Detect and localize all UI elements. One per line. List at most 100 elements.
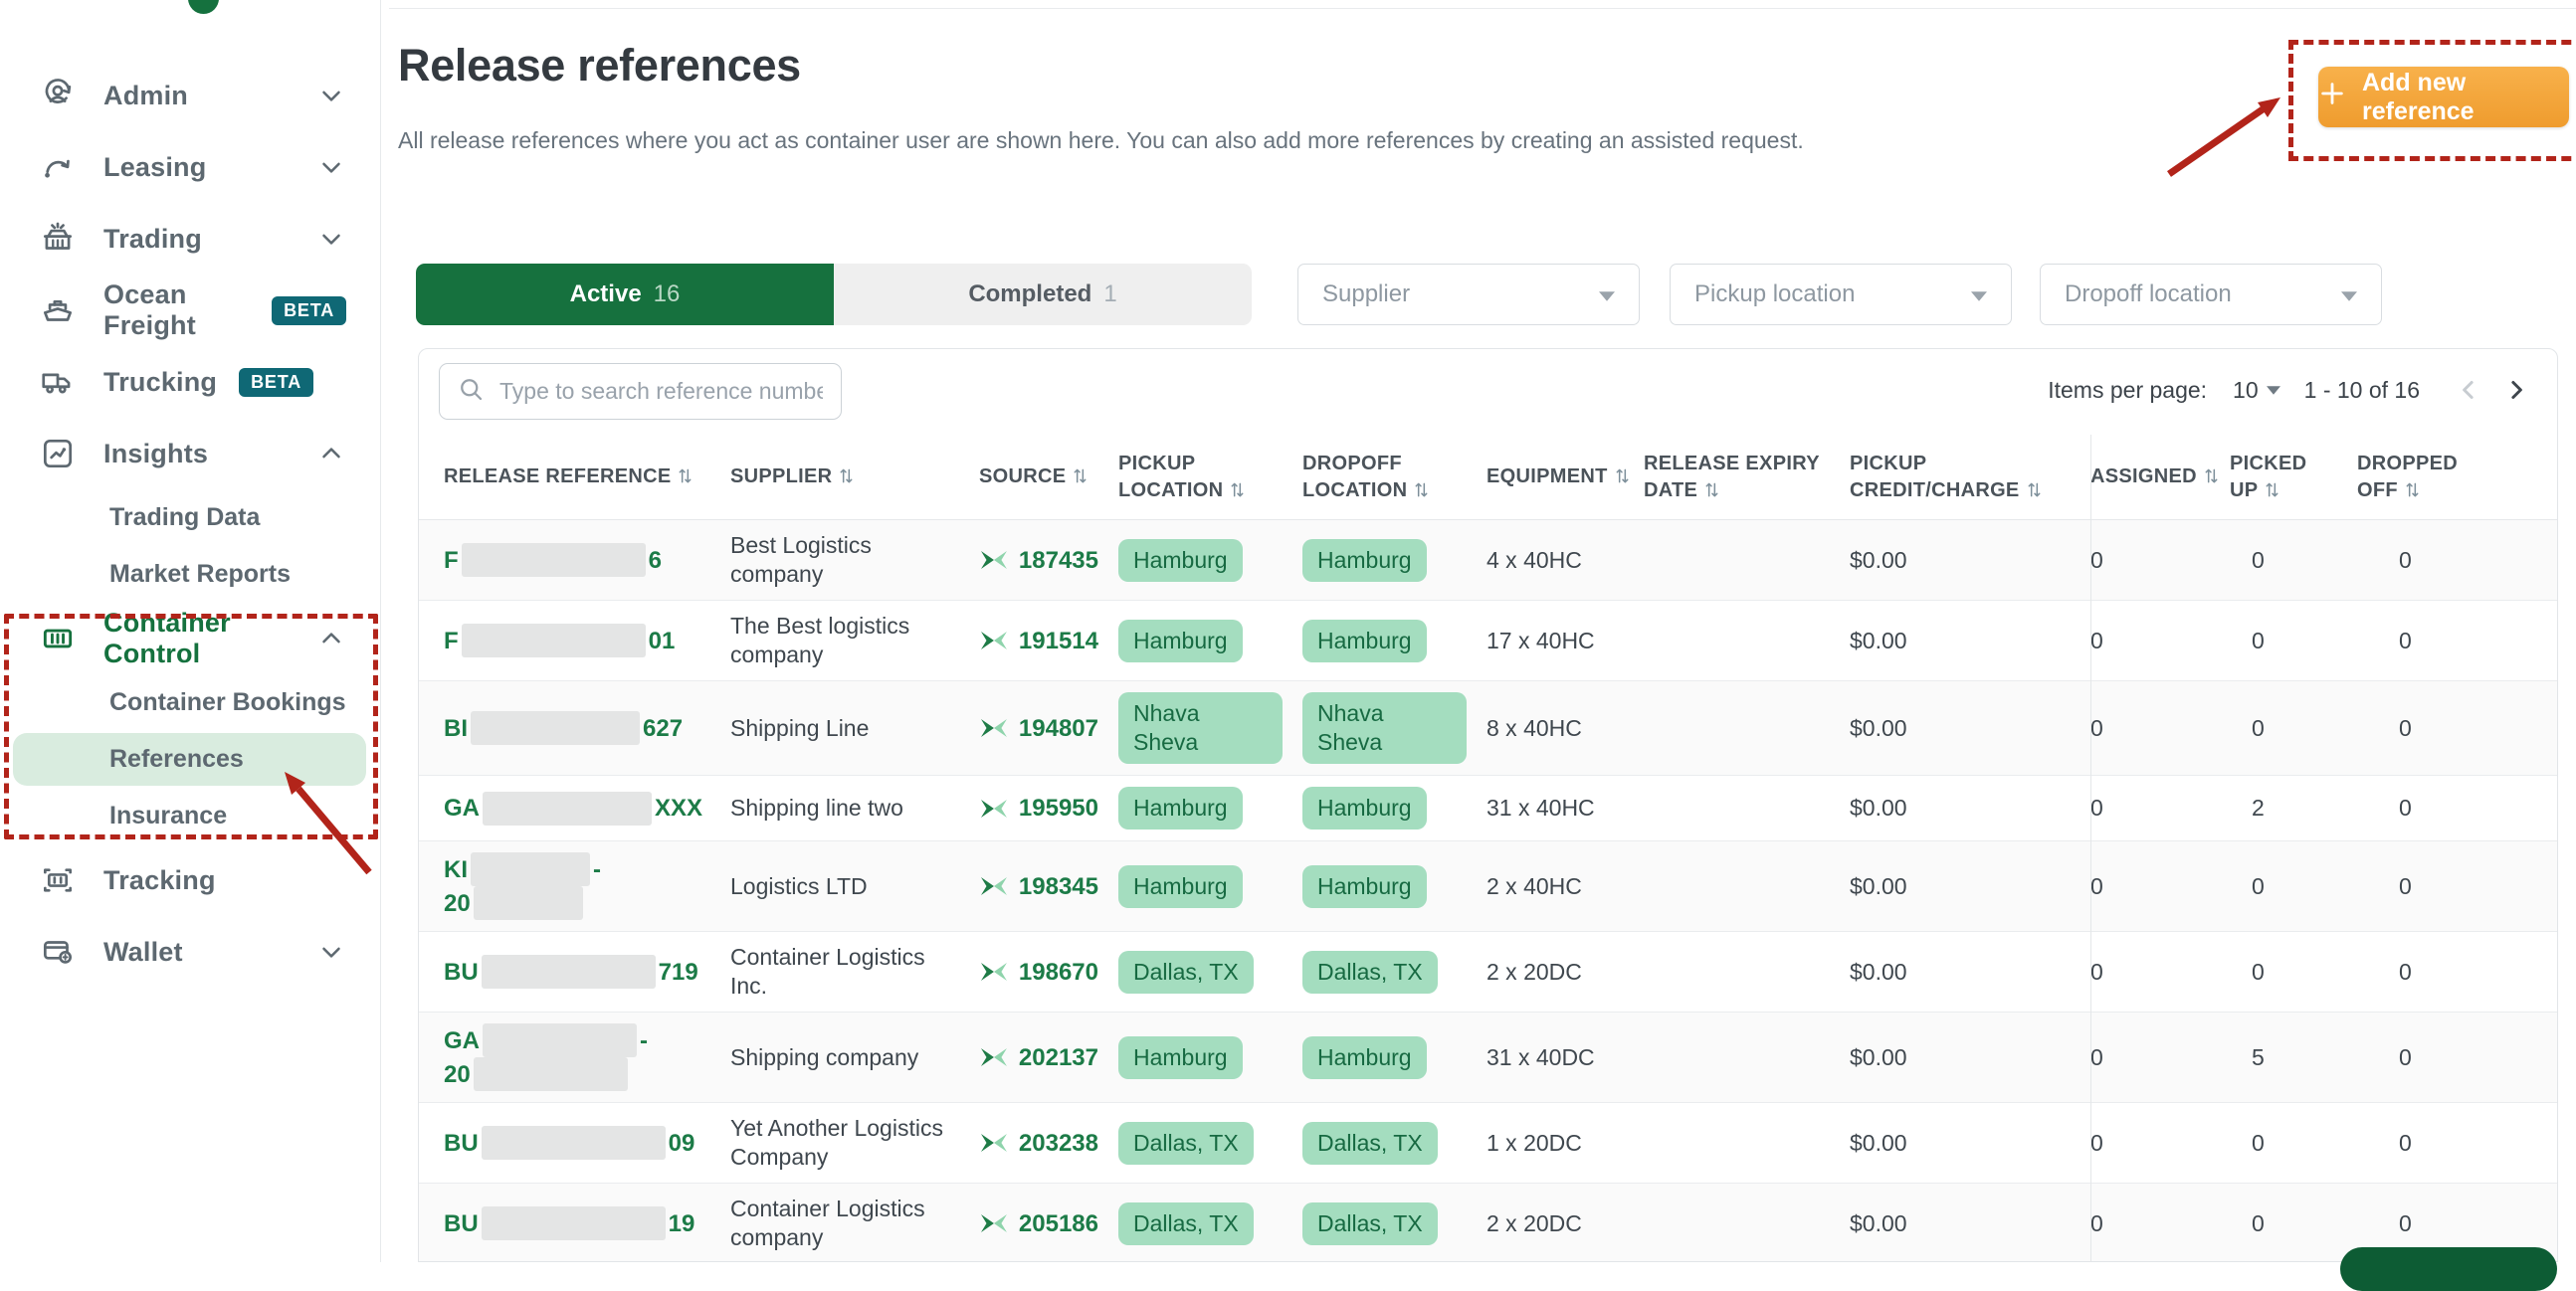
- sidebar-item-trucking[interactable]: Trucking BETA: [0, 346, 380, 418]
- pickup-location-filter-dropdown[interactable]: Pickup location: [1670, 264, 2012, 325]
- pickup-credit-charge-cell: $0.00: [1850, 1129, 1907, 1156]
- dropoff-location-cell: Dallas, TX: [1302, 950, 1486, 994]
- sidebar-item-container-bookings[interactable]: Container Bookings: [109, 688, 346, 716]
- sidebar-item-references[interactable]: References: [0, 731, 380, 788]
- sort-icon[interactable]: [1703, 477, 1720, 503]
- sort-icon[interactable]: [1229, 477, 1246, 503]
- supplier-cell: Shipping line two: [730, 795, 903, 821]
- pickup-location-cell: Dallas, TX: [1118, 950, 1302, 994]
- release-reference-link[interactable]: GA XXX: [444, 791, 730, 826]
- search-input[interactable]: [497, 377, 825, 406]
- tab-completed-count: 1: [1103, 280, 1117, 307]
- items-per-page-value: 10: [2233, 376, 2259, 403]
- xchange-logo-icon: [980, 632, 1007, 649]
- app-logo: [188, 0, 219, 14]
- table-row[interactable]: GA XXX Shipping line two 195950 Hamburg H…: [419, 775, 2557, 840]
- items-per-page-select[interactable]: 10: [2233, 377, 2280, 404]
- tracking-icon: [38, 860, 78, 900]
- sort-icon[interactable]: [2264, 477, 2280, 503]
- dropoff-location-badge: Dallas, TX: [1302, 1201, 1438, 1245]
- release-reference-link[interactable]: GA -20: [444, 1023, 730, 1091]
- supplier-cell: Container Logistics company: [730, 1196, 925, 1250]
- sort-icon[interactable]: [838, 463, 855, 489]
- release-reference-link[interactable]: F 01: [444, 624, 730, 657]
- table-row[interactable]: F 01 The Best logistics company 191514 Ha…: [419, 600, 2557, 680]
- picked-up-cell: 0: [2252, 546, 2265, 573]
- add-new-reference-button[interactable]: Add new reference: [2318, 67, 2569, 127]
- assigned-cell: 0: [2090, 546, 2103, 573]
- sort-icon[interactable]: [677, 463, 694, 489]
- sort-icon[interactable]: [2404, 477, 2421, 503]
- tab-active[interactable]: Active 16: [416, 264, 834, 325]
- sort-icon[interactable]: [1413, 477, 1430, 503]
- dropped-off-cell: 0: [2399, 1043, 2412, 1070]
- leasing-icon: [38, 147, 78, 187]
- table-row[interactable]: BI 627 Shipping Line 194807 Nhava Sheva N…: [419, 680, 2557, 775]
- release-reference-link[interactable]: BU 19: [444, 1206, 730, 1240]
- sidebar-item-tracking[interactable]: Tracking: [0, 844, 380, 916]
- pickup-location-badge: Hamburg: [1118, 1035, 1243, 1079]
- table-row[interactable]: BU 719 Container Logistics Inc. 198670 Da…: [419, 931, 2557, 1012]
- dropped-off-cell: 0: [2399, 1209, 2412, 1236]
- sidebar-item-leasing[interactable]: Leasing: [0, 131, 380, 203]
- sidebar: Admin Leasing Trading Ocean Freight BETA…: [0, 0, 381, 1262]
- release-reference-link[interactable]: BU 09: [444, 1126, 730, 1160]
- chat-widget-button[interactable]: [2340, 1247, 2557, 1291]
- supplier-filter-dropdown[interactable]: Supplier: [1297, 264, 1640, 325]
- table-row[interactable]: GA -20 Shipping company 202137 Hamburg Ha…: [419, 1012, 2557, 1102]
- source-cell: 198345: [979, 872, 1118, 901]
- sort-icon[interactable]: [2026, 477, 2043, 503]
- previous-page-button[interactable]: [2452, 373, 2485, 407]
- redaction-box: [481, 1206, 666, 1240]
- dropoff-location-badge: Hamburg: [1302, 1035, 1427, 1079]
- xchange-logo-icon: [980, 1048, 1007, 1066]
- sidebar-item-trading-data[interactable]: Trading Data: [109, 503, 261, 531]
- supplier-cell: Shipping Line: [730, 714, 870, 741]
- sidebar-item-market-reports[interactable]: Market Reports: [109, 560, 291, 588]
- equipment-cell: 17 x 40HC: [1486, 627, 1595, 653]
- dropoff-location-badge: Hamburg: [1302, 787, 1427, 830]
- release-reference-link[interactable]: KI -20: [444, 852, 730, 920]
- annotation-arrow-add-button: [2167, 97, 2280, 177]
- dropoff-location-cell: Hamburg: [1302, 787, 1486, 830]
- sidebar-item-insights[interactable]: Insights: [0, 418, 380, 489]
- release-reference-link[interactable]: BI 627: [444, 711, 730, 745]
- table-toolbar: Items per page: 10 1 - 10 of 16: [419, 349, 2557, 435]
- release-reference-link[interactable]: BU 719: [444, 955, 730, 989]
- search-icon: [456, 374, 486, 409]
- sidebar-item-insurance[interactable]: Insurance: [109, 802, 228, 830]
- table-row[interactable]: BU 09 Yet Another Logistics Company 20323…: [419, 1102, 2557, 1183]
- truck-icon: [38, 362, 78, 402]
- source-cell: 205186: [979, 1209, 1118, 1238]
- redaction-box: [483, 791, 652, 826]
- table-row[interactable]: KI -20 Logistics LTD 198345 Hamburg Hambu…: [419, 840, 2557, 931]
- sort-icon[interactable]: [2203, 463, 2220, 489]
- sidebar-item-wallet[interactable]: Wallet: [0, 916, 380, 988]
- sidebar-nav: Admin Leasing Trading Ocean Freight BETA…: [0, 60, 380, 988]
- pickup-credit-charge-cell: $0.00: [1850, 1209, 1907, 1236]
- table-row[interactable]: BU 19 Container Logistics company 205186 …: [419, 1183, 2557, 1261]
- sidebar-item-ocean-freight[interactable]: Ocean Freight BETA: [0, 275, 380, 346]
- redaction-box: [481, 1126, 666, 1160]
- sort-icon[interactable]: [1072, 463, 1089, 489]
- pagination: Items per page: 10 1 - 10 of 16: [2048, 373, 2533, 407]
- dropoff-location-badge: Dallas, TX: [1302, 1121, 1438, 1165]
- pickup-location-badge: Hamburg: [1118, 864, 1243, 908]
- tab-completed[interactable]: Completed 1: [834, 264, 1252, 325]
- sort-icon[interactable]: [1614, 463, 1631, 489]
- sidebar-item-container-control[interactable]: Container Control: [0, 603, 380, 674]
- sidebar-item-trading[interactable]: Trading: [0, 203, 380, 275]
- dropoff-location-badge: Nhava Sheva: [1302, 692, 1467, 764]
- redaction-box: [483, 1023, 637, 1057]
- sidebar-item-admin[interactable]: Admin: [0, 60, 380, 131]
- picked-up-cell: 5: [2252, 1043, 2265, 1070]
- pickup-location-cell: Hamburg: [1118, 1035, 1302, 1079]
- source-cell: 202137: [979, 1043, 1118, 1072]
- next-page-button[interactable]: [2499, 373, 2533, 407]
- dropoff-location-filter-dropdown[interactable]: Dropoff location: [2040, 264, 2382, 325]
- dropoff-location-cell: Hamburg: [1302, 864, 1486, 908]
- page-subtitle: All release references where you act as …: [398, 127, 1804, 153]
- pickup-location-cell: Dallas, TX: [1118, 1201, 1302, 1245]
